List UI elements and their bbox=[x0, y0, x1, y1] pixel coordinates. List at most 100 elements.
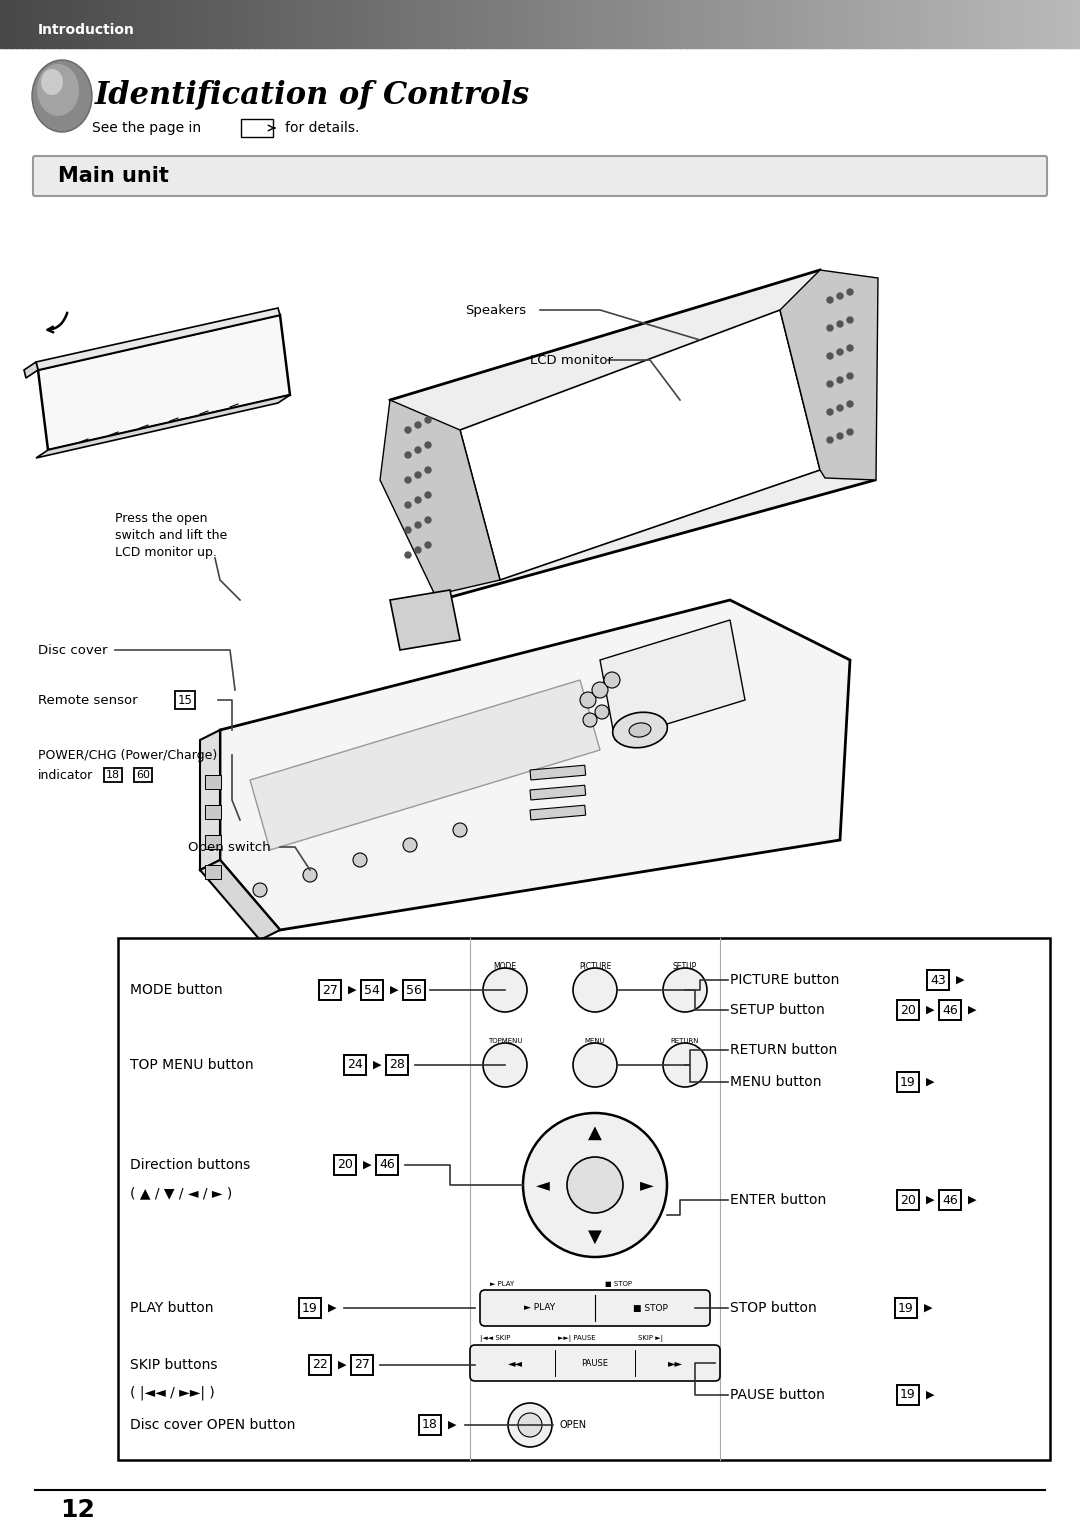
Ellipse shape bbox=[37, 64, 79, 116]
Circle shape bbox=[403, 838, 417, 851]
Bar bbox=[961, 0, 968, 49]
Text: Direction buttons: Direction buttons bbox=[130, 1157, 251, 1173]
Bar bbox=[118, 938, 1050, 1461]
Text: Press the open: Press the open bbox=[114, 512, 207, 524]
Bar bbox=[853, 0, 860, 49]
Bar bbox=[54, 0, 60, 49]
Bar bbox=[680, 0, 687, 49]
Text: 27: 27 bbox=[322, 984, 338, 996]
Text: RETURN: RETURN bbox=[671, 1039, 699, 1043]
Circle shape bbox=[837, 378, 843, 382]
Bar bbox=[530, 765, 585, 780]
Text: SKIP buttons: SKIP buttons bbox=[130, 1359, 217, 1372]
Bar bbox=[977, 0, 984, 49]
Circle shape bbox=[415, 496, 421, 503]
Text: ▶: ▶ bbox=[373, 1060, 381, 1071]
Bar bbox=[988, 0, 995, 49]
Bar bbox=[648, 0, 654, 49]
Circle shape bbox=[604, 672, 620, 688]
Text: Introduction: Introduction bbox=[38, 23, 135, 37]
Bar bbox=[551, 0, 557, 49]
Bar bbox=[837, 0, 843, 49]
Bar bbox=[643, 0, 649, 49]
Bar bbox=[454, 0, 460, 49]
Text: 19: 19 bbox=[302, 1302, 318, 1314]
Bar bbox=[151, 0, 158, 49]
Text: MENU: MENU bbox=[584, 1039, 606, 1043]
Bar bbox=[605, 0, 611, 49]
Text: STOP button: STOP button bbox=[730, 1301, 816, 1314]
Bar bbox=[891, 0, 897, 49]
Bar bbox=[362, 0, 368, 49]
Text: See the page in: See the page in bbox=[92, 120, 201, 136]
Circle shape bbox=[847, 346, 853, 350]
Polygon shape bbox=[36, 394, 291, 458]
Bar bbox=[443, 0, 449, 49]
Bar bbox=[167, 0, 174, 49]
Text: Identification of Controls: Identification of Controls bbox=[95, 79, 530, 111]
Bar bbox=[265, 0, 271, 49]
Text: ■ STOP: ■ STOP bbox=[633, 1304, 667, 1313]
Bar bbox=[221, 0, 228, 49]
Text: Disc cover OPEN button: Disc cover OPEN button bbox=[130, 1418, 295, 1432]
Bar bbox=[778, 0, 784, 49]
Bar bbox=[907, 0, 914, 49]
Bar bbox=[929, 0, 935, 49]
Bar bbox=[918, 0, 924, 49]
Text: RETURN button: RETURN button bbox=[730, 1043, 837, 1057]
Ellipse shape bbox=[612, 713, 667, 748]
Bar bbox=[713, 0, 719, 49]
Text: TOPMENU: TOPMENU bbox=[488, 1039, 523, 1043]
Text: ▶: ▶ bbox=[956, 975, 964, 985]
Bar bbox=[832, 0, 838, 49]
Bar bbox=[869, 0, 876, 49]
Bar bbox=[38, 0, 44, 49]
Text: PICTURE: PICTURE bbox=[579, 963, 611, 972]
Bar bbox=[1031, 0, 1038, 49]
Bar bbox=[486, 0, 492, 49]
Text: Disc cover: Disc cover bbox=[38, 644, 108, 656]
Bar bbox=[983, 0, 989, 49]
Circle shape bbox=[426, 442, 431, 448]
Circle shape bbox=[573, 969, 617, 1011]
Bar bbox=[740, 0, 746, 49]
Bar bbox=[103, 0, 109, 49]
Text: ▶: ▶ bbox=[338, 1360, 347, 1371]
Text: ▶: ▶ bbox=[390, 985, 399, 995]
Bar bbox=[788, 0, 795, 49]
Circle shape bbox=[847, 317, 853, 323]
Bar bbox=[11, 0, 17, 49]
Bar bbox=[373, 0, 379, 49]
Bar bbox=[810, 0, 816, 49]
Circle shape bbox=[847, 401, 853, 407]
Circle shape bbox=[523, 1113, 667, 1256]
Bar bbox=[86, 0, 93, 49]
Bar bbox=[702, 0, 708, 49]
Bar bbox=[729, 0, 735, 49]
Bar bbox=[416, 0, 422, 49]
Bar bbox=[967, 0, 973, 49]
Circle shape bbox=[567, 1157, 623, 1212]
Bar bbox=[707, 0, 714, 49]
Bar bbox=[184, 0, 190, 49]
Circle shape bbox=[847, 373, 853, 379]
Bar bbox=[772, 0, 779, 49]
Bar bbox=[329, 0, 336, 49]
Bar bbox=[232, 0, 239, 49]
Bar bbox=[530, 806, 585, 819]
Bar bbox=[178, 0, 185, 49]
Bar bbox=[421, 0, 428, 49]
Circle shape bbox=[483, 1043, 527, 1087]
Circle shape bbox=[405, 477, 411, 483]
Circle shape bbox=[415, 522, 421, 528]
Text: 20: 20 bbox=[337, 1159, 353, 1171]
Bar bbox=[189, 0, 195, 49]
Text: 20: 20 bbox=[900, 1004, 916, 1016]
Polygon shape bbox=[36, 308, 280, 370]
Bar bbox=[518, 0, 525, 49]
Text: LCD monitor up.: LCD monitor up. bbox=[114, 545, 217, 559]
Bar bbox=[670, 0, 676, 49]
Text: ▶: ▶ bbox=[924, 1304, 932, 1313]
Bar bbox=[923, 0, 930, 49]
Bar bbox=[524, 0, 530, 49]
